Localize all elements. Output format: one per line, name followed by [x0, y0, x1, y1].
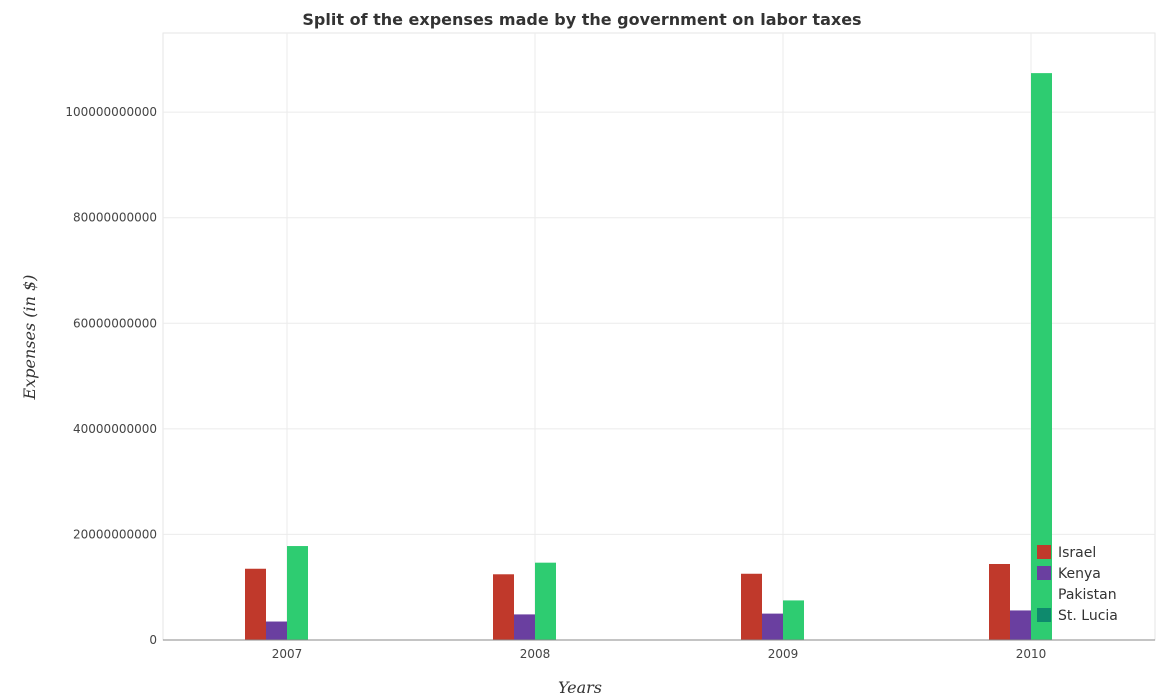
legend-swatch: [1037, 608, 1051, 622]
legend-label: Kenya: [1058, 566, 1101, 582]
x-tick-label: 2007: [272, 647, 303, 661]
y-tick-label: 60000000000: [73, 316, 157, 330]
legend-swatch: [1037, 587, 1051, 601]
bar-israel-2007: [245, 568, 266, 640]
legend-swatch: [1037, 566, 1051, 580]
chart-title: Split of the expenses made by the govern…: [302, 10, 861, 29]
x-tick-label: 2009: [768, 647, 799, 661]
bar-israel-2009: [741, 573, 762, 640]
plot-background: [162, 32, 1156, 641]
y-tick-label: 40000000000: [73, 422, 157, 436]
x-tick-label: 2010: [1016, 647, 1047, 661]
bar-israel-2008: [493, 574, 514, 640]
bar-kenya-2010: [1010, 610, 1031, 640]
bar-kenya-2008: [514, 614, 535, 640]
y-tick-label: 80000000000: [73, 211, 157, 225]
bar-pakistan-2008: [535, 562, 556, 640]
legend-swatch: [1037, 545, 1051, 559]
legend-label: Israel: [1058, 545, 1096, 561]
y-tick-label: 100000000000: [65, 105, 157, 119]
y-axis-title: Expenses (in $): [20, 275, 39, 401]
x-axis-title: Years: [558, 678, 602, 697]
y-tick-label: 20000000000: [73, 527, 157, 541]
bar-pakistan-2009: [783, 600, 804, 640]
x-tick-label: 2008: [520, 647, 551, 661]
bar-pakistan-2007: [287, 546, 308, 640]
plot-area: 0 20000000000 40000000000 60000000000 800000…: [65, 32, 1156, 661]
bar-kenya-2007: [266, 621, 287, 640]
bar-pakistan-2010: [1031, 73, 1052, 640]
bar-kenya-2009: [762, 613, 783, 640]
legend: Israel Kenya Pakistan St. Lucia: [1037, 545, 1118, 624]
y-tick-label: 0: [149, 633, 157, 647]
bar-israel-2010: [989, 563, 1010, 640]
legend-label: Pakistan: [1058, 587, 1117, 603]
legend-label: St. Lucia: [1058, 608, 1118, 624]
